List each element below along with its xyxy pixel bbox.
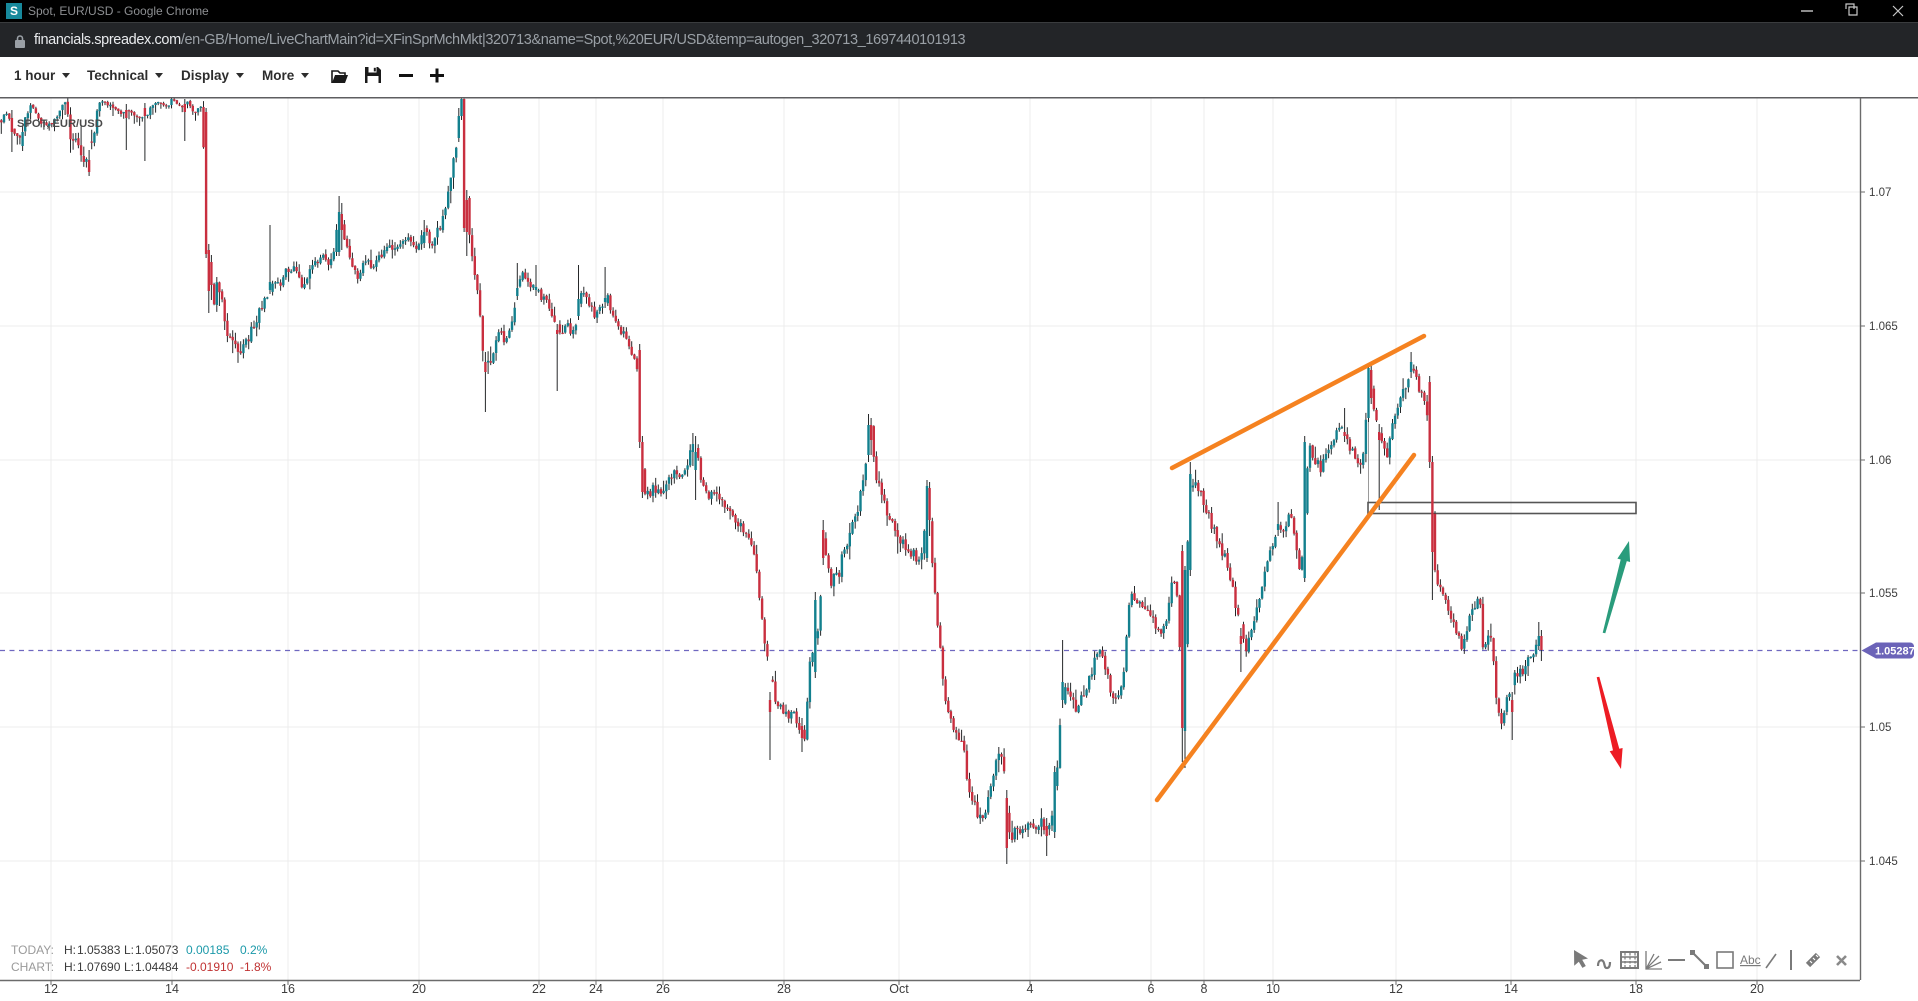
svg-text:12: 12 (44, 982, 58, 996)
svg-text:1.065: 1.065 (1869, 321, 1898, 333)
svg-text:26: 26 (656, 982, 670, 996)
svg-text:1.06: 1.06 (1869, 455, 1891, 467)
svg-text:16: 16 (281, 982, 295, 996)
svg-text:Abc: Abc (1740, 953, 1761, 967)
svg-text:12: 12 (1389, 982, 1403, 996)
svg-text:1.04484: 1.04484 (135, 960, 179, 974)
svg-text:14: 14 (165, 982, 179, 996)
svg-text:1.045: 1.045 (1869, 856, 1898, 868)
svg-text:20: 20 (412, 982, 426, 996)
svg-text:1.05073: 1.05073 (135, 943, 179, 957)
svg-text:14: 14 (1504, 982, 1518, 996)
svg-text:0.00185: 0.00185 (186, 943, 230, 957)
svg-text:6: 6 (1148, 982, 1155, 996)
svg-text:TODAY:: TODAY: (11, 943, 54, 957)
svg-text:-0.01910: -0.01910 (186, 960, 234, 974)
svg-text:1.05: 1.05 (1869, 722, 1891, 734)
svg-text:Oct: Oct (889, 982, 909, 996)
svg-text:H:: H: (64, 943, 76, 957)
svg-text:H:: H: (64, 960, 76, 974)
svg-text:L:: L: (124, 943, 134, 957)
svg-text:4: 4 (1027, 982, 1034, 996)
svg-text:0.2%: 0.2% (240, 943, 268, 957)
svg-text:1.055: 1.055 (1869, 588, 1898, 600)
svg-text:8: 8 (1201, 982, 1208, 996)
svg-text:1.05287: 1.05287 (1875, 646, 1915, 658)
svg-text:L:: L: (124, 960, 134, 974)
svg-text:1.07690: 1.07690 (77, 960, 121, 974)
svg-text:1.05383: 1.05383 (77, 943, 121, 957)
svg-text:20: 20 (1750, 982, 1764, 996)
svg-text:18: 18 (1629, 982, 1643, 996)
svg-text:22: 22 (532, 982, 546, 996)
svg-text:CHART:: CHART: (11, 960, 54, 974)
svg-text:1.07: 1.07 (1869, 187, 1891, 199)
svg-text:-1.8%: -1.8% (240, 960, 272, 974)
svg-text:SPOT, EUR/USD: SPOT, EUR/USD (17, 118, 103, 130)
svg-text:28: 28 (777, 982, 791, 996)
svg-text:24: 24 (589, 982, 603, 996)
svg-text:10: 10 (1266, 982, 1280, 996)
